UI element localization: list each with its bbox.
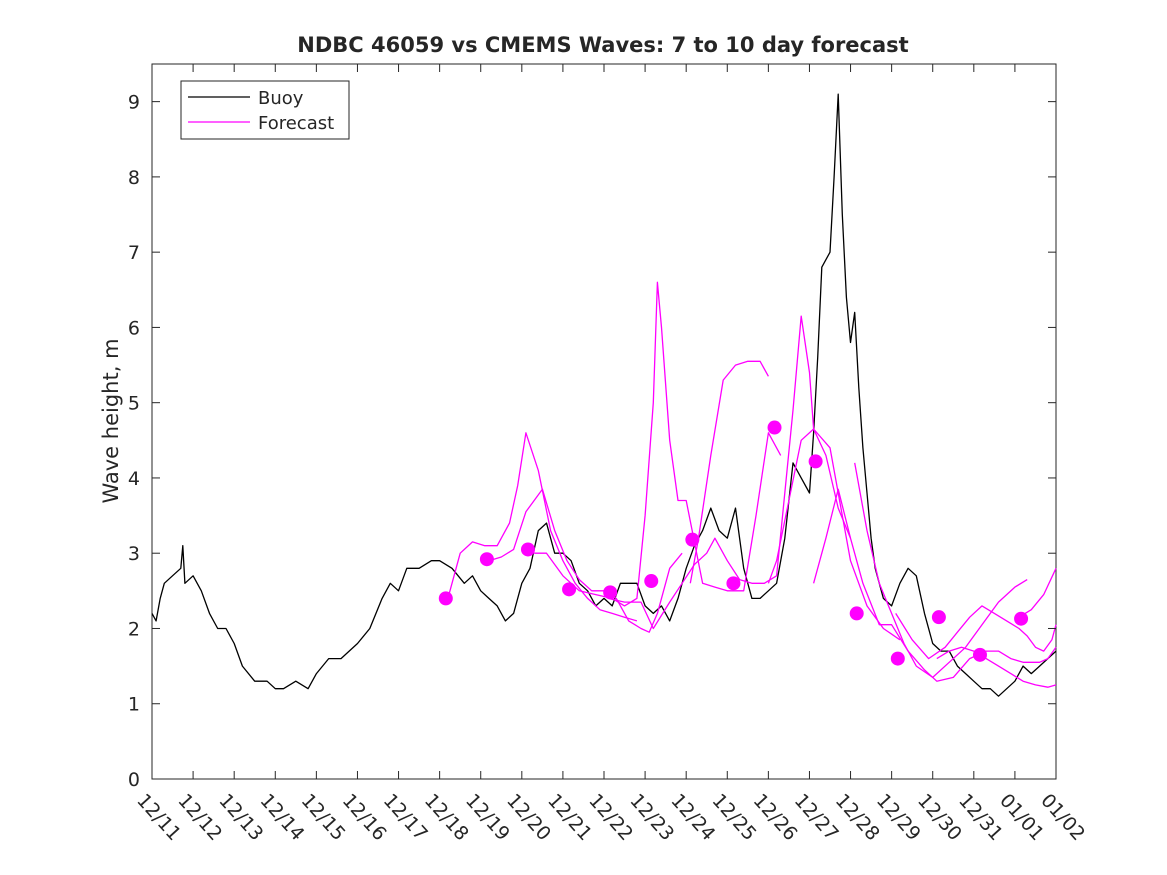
y-tick-label: 0 bbox=[128, 769, 140, 791]
chart-title: NDBC 46059 vs CMEMS Waves: 7 to 10 day f… bbox=[297, 33, 908, 57]
series-line-buoy bbox=[151, 93, 1057, 697]
y-tick-label: 3 bbox=[128, 543, 140, 565]
legend: Buoy Forecast bbox=[180, 80, 350, 140]
forecast-line-9 bbox=[895, 605, 1057, 660]
forecast-start-marker bbox=[1014, 611, 1029, 626]
y-tick-label: 5 bbox=[128, 393, 140, 415]
y-tick-label: 2 bbox=[128, 618, 140, 640]
forecast-start-marker bbox=[849, 606, 864, 621]
forecast-start-marker bbox=[562, 582, 577, 597]
y-tick-label: 8 bbox=[128, 167, 140, 189]
legend-label-forecast: Forecast bbox=[258, 113, 334, 134]
forecast-start-marker bbox=[808, 454, 823, 469]
y-tick-label: 9 bbox=[128, 92, 140, 114]
forecast-start-marker bbox=[479, 552, 494, 567]
forecast-line-8 bbox=[854, 462, 1028, 679]
plot-series-group bbox=[151, 93, 1057, 697]
plot-area bbox=[151, 63, 1057, 780]
forecast-start-marker bbox=[438, 591, 453, 606]
y-tick-label: 7 bbox=[128, 242, 140, 264]
forecast-line-10 bbox=[936, 646, 1057, 688]
forecast-start-marker bbox=[931, 610, 946, 625]
forecast-start-marker bbox=[644, 574, 659, 589]
forecast-start-marker bbox=[520, 542, 535, 557]
forecast-start-marker bbox=[972, 647, 987, 662]
y-tick-label: 1 bbox=[128, 694, 140, 716]
forecast-start-marker bbox=[726, 576, 741, 591]
y-axis: 0 1 2 3 4 5 6 7 8 9 bbox=[128, 92, 1056, 791]
forecast-start-marker bbox=[890, 651, 905, 666]
forecast-start-marker bbox=[603, 585, 618, 600]
y-axis-label: Wave height, m bbox=[99, 338, 123, 503]
forecast-line-7 bbox=[812, 488, 1057, 682]
y-tick-label: 4 bbox=[128, 468, 140, 490]
forecast-start-marker bbox=[767, 420, 782, 435]
forecast-line-5 bbox=[689, 360, 769, 584]
legend-label-buoy: Buoy bbox=[258, 88, 304, 109]
forecast-line-1 bbox=[447, 432, 638, 622]
legend-box bbox=[180, 80, 350, 140]
forecast-line-3 bbox=[534, 281, 782, 607]
forecast-start-marker bbox=[685, 532, 700, 547]
forecast-line-4 bbox=[607, 315, 901, 641]
y-tick-label: 6 bbox=[128, 317, 140, 339]
